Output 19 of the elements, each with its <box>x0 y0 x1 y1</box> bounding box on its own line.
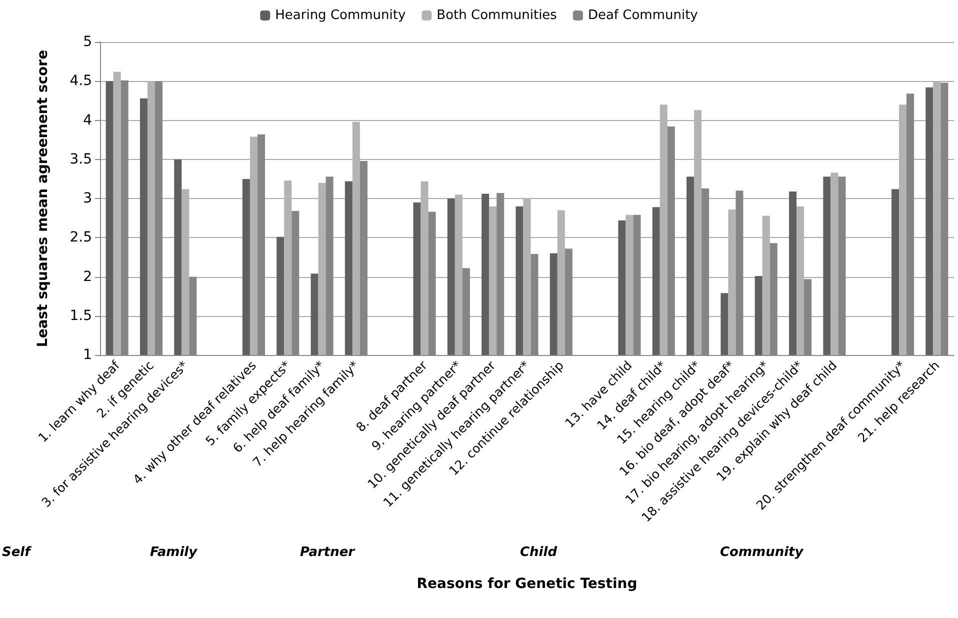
y-tick-label: 3 <box>83 190 92 206</box>
text: Child <box>520 545 558 560</box>
y-tick-label: 2 <box>83 268 92 285</box>
text: Self <box>2 545 33 560</box>
legend-label: Hearing Community <box>275 8 406 23</box>
y-tick-label: 3.5 <box>70 151 92 168</box>
y-tick-label: 1.5 <box>70 308 92 324</box>
text: Community <box>720 545 804 560</box>
y-tick-label: 4 <box>83 112 92 128</box>
y-tick-label: 5 <box>83 34 92 50</box>
y-tick-label: 2.5 <box>70 230 92 246</box>
x-axis-title: Reasons for Genetic Testing <box>416 576 638 592</box>
y-tick-label: 1 <box>83 347 92 363</box>
legend-label: Both Communities <box>436 8 558 23</box>
text: Partner <box>300 545 356 560</box>
y-tick-label: 4.5 <box>70 73 92 90</box>
y-axis-title: Least squares mean agreement score <box>35 50 51 348</box>
text: Family <box>150 545 198 560</box>
legend-label: Deaf Community <box>588 8 698 23</box>
